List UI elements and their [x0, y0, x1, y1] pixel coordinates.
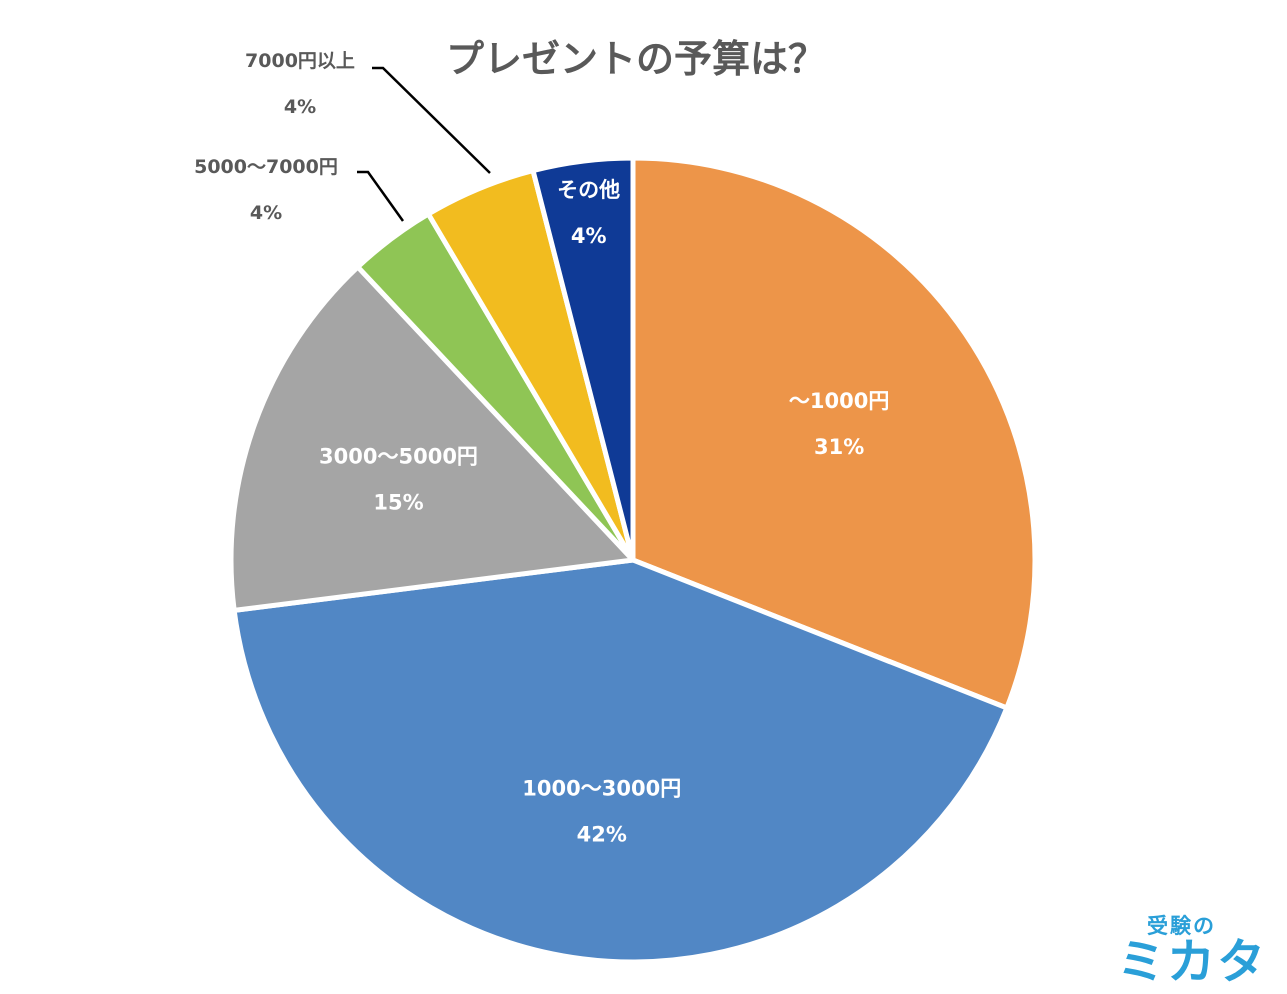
pie-slice: [231, 557, 1010, 965]
leader-lines: [357, 66, 491, 222]
slice-percent-label: 31%: [814, 435, 864, 459]
pie-slice: [228, 264, 636, 613]
leader-line: [372, 66, 491, 174]
logo-bottom-text: ミカタ: [1117, 934, 1268, 990]
logo-top-text: 受験の: [1147, 914, 1216, 938]
slice-percent-label: 4%: [284, 96, 316, 118]
slice-label: その他: [557, 178, 620, 202]
slice-label: 3000〜5000円: [319, 445, 478, 469]
slice-label: 7000円以上: [245, 50, 355, 72]
slice-percent-label: 4%: [571, 224, 607, 248]
pie-slices: [228, 155, 1038, 965]
slice-label: 〜1000円: [789, 389, 889, 413]
pie-slice: [530, 155, 636, 563]
slice-label: 1000〜3000円: [522, 776, 681, 800]
leader-line: [357, 170, 405, 222]
chart-title: プレゼントの予算は？: [446, 37, 826, 81]
brand-logo: 受験の ミカタ: [1117, 910, 1265, 994]
slice-percent-label: 4%: [250, 202, 282, 224]
slice-labels: 〜1000円 31% 1000〜3000円 42% 3000〜5000円 15% 5000〜…: [194, 50, 889, 846]
pie-slice: [630, 155, 1038, 711]
slice-percent-label: 42%: [577, 822, 627, 846]
slice-label: 5000〜7000円: [194, 156, 338, 178]
slice-percent-label: 15%: [373, 491, 423, 515]
